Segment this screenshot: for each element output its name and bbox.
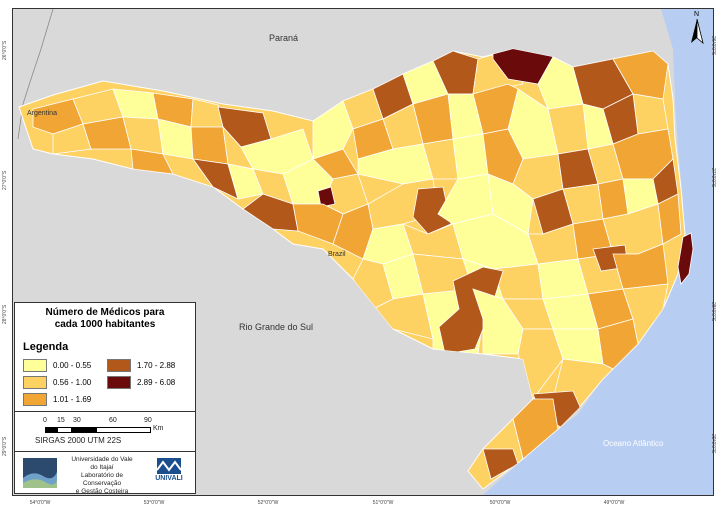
legend-label-2: 0.56 - 1.00 [53, 378, 92, 387]
legend-label-4: 1.70 - 2.88 [137, 361, 176, 370]
lon-tick-bottom-6: 49°0'0"W [603, 500, 625, 506]
santa-catarina-island [677, 232, 694, 285]
lon-tick-bottom-1: 54°0'0"W [29, 500, 51, 506]
municipality-region [190, 126, 229, 165]
north-arrow: N [687, 11, 707, 47]
municipality-region [317, 186, 336, 208]
municipality-region [438, 266, 504, 355]
scale-tick-90: 90 [144, 417, 152, 424]
scale-tick-60: 60 [109, 417, 117, 424]
univali-logo-icon [157, 458, 181, 474]
municipality-region [452, 133, 489, 180]
municipality-region [657, 193, 682, 245]
institution-line-2: do Itajaí [90, 464, 114, 471]
credits: Universidade do Vale do Itajaí Laboratór… [15, 451, 195, 496]
lat-tick-right-2: 27°0'0"S [710, 168, 716, 188]
scale-tick-30: 30 [73, 417, 81, 424]
institution-line-1: Universidade do Vale [71, 456, 133, 463]
lab-logo [23, 458, 57, 488]
north-arrow-icon [691, 19, 704, 45]
scale-tick-0: 0 [43, 417, 47, 424]
municipality-region [312, 100, 354, 160]
label-ocean: Oceano Atlântico [603, 439, 664, 448]
legend-label-5: 2.89 - 6.08 [137, 378, 176, 387]
institution-line-3: Laboratório de Conservação [81, 472, 123, 487]
lat-tick-left-2: 27°0'0"S [2, 170, 8, 190]
municipality-region [597, 318, 639, 370]
lat-tick-left-3: 28°0'0"S [2, 304, 8, 324]
label-parana: Paraná [269, 33, 299, 43]
scale-unit: Km [153, 425, 164, 432]
country-border [17, 9, 54, 140]
lat-tick-left-1: 26°0'0"S [2, 40, 8, 60]
scale-bar-graphic [45, 427, 151, 433]
lon-tick-bottom-3: 52°0'0"W [257, 500, 279, 506]
legend-swatch-2 [23, 376, 47, 389]
lat-tick-right-1: 26°0'0"S [710, 36, 716, 56]
legend-swatch-1 [23, 359, 47, 372]
institution-line-4: e Gestão Costeira [75, 488, 129, 495]
municipality-region [612, 243, 669, 290]
north-label: N [694, 11, 700, 18]
legend-swatch-4 [107, 359, 131, 372]
legend-title: Número de Médicos para cada 1000 habitan… [15, 307, 195, 331]
legend-item-3: 1.01 - 1.69 [23, 393, 91, 406]
univali-logo-text: UNIVALI [155, 475, 183, 482]
label-argentina: Argentina [27, 110, 57, 117]
legend-item-1: 0.00 - 0.55 [23, 359, 91, 372]
univali-logo: UNIVALI [149, 458, 189, 488]
legend-item-5: 2.89 - 6.08 [107, 376, 175, 389]
ocean-area [483, 9, 713, 495]
legend-item-4: 1.70 - 2.88 [107, 359, 175, 372]
legend-title-line-2: cada 1000 habitantes [54, 319, 156, 330]
lon-tick-bottom-5: 50°0'0"W [489, 500, 511, 506]
municipality-region [622, 283, 669, 345]
institution-text: Universidade do Vale do Itajaí Laboratór… [61, 456, 143, 496]
legend-label-1: 0.00 - 0.55 [53, 361, 92, 370]
municipality-region [242, 193, 299, 232]
municipality-region [517, 328, 564, 400]
legend-swatch-3 [23, 393, 47, 406]
legend-panel: Número de Médicos para cada 1000 habitan… [14, 302, 196, 496]
legend-divider [15, 411, 195, 412]
lat-tick-left-4: 29°0'0"S [2, 436, 8, 456]
legend-heading: Legenda [23, 341, 69, 353]
legend-title-line-1: Número de Médicos para [45, 307, 165, 318]
lat-tick-right-3: 28°0'0"S [710, 302, 716, 322]
lon-tick-bottom-4: 51°0'0"W [372, 500, 394, 506]
municipality-region [632, 93, 669, 135]
lon-tick-bottom-2: 53°0'0"W [143, 500, 165, 506]
label-brazil: Brazil [328, 251, 346, 258]
legend-swatch-5 [107, 376, 131, 389]
municipality-region [487, 173, 534, 235]
legend-item-2: 0.56 - 1.00 [23, 376, 91, 389]
projection-label: SIRGAS 2000 UTM 22S [35, 436, 122, 445]
label-rio-grande-do-sul: Rio Grande do Sul [239, 322, 314, 332]
scale-tick-15: 15 [57, 417, 65, 424]
lat-tick-right-4: 29°0'0"S [710, 434, 716, 454]
scale-bar: 0 15 30 60 90 Km SIRGAS 2000 UTM 22S [35, 417, 183, 447]
legend-label-3: 1.01 - 1.69 [53, 395, 92, 404]
